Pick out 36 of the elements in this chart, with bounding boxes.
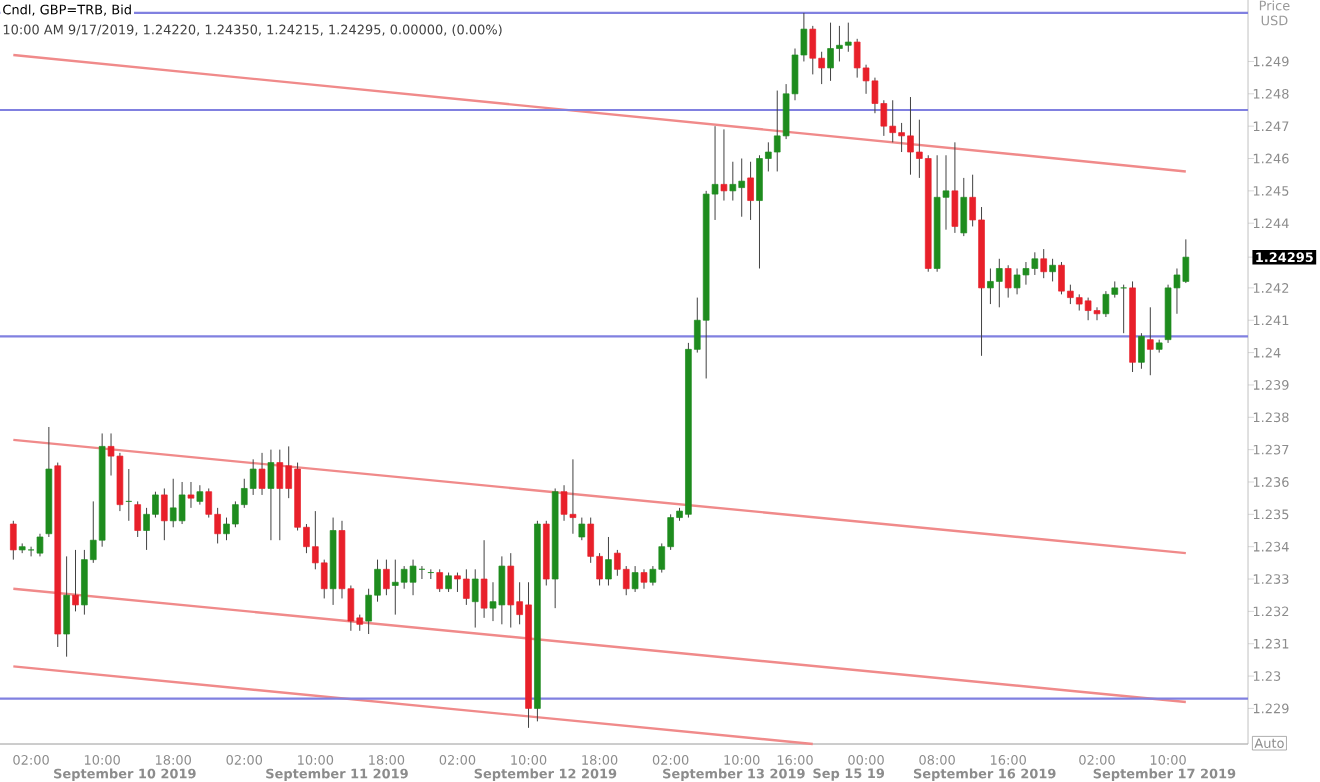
candlestick — [63, 555, 70, 658]
candlestick — [960, 177, 968, 237]
candlestick — [951, 141, 959, 234]
candlestick — [445, 572, 452, 593]
candlestick — [134, 500, 141, 538]
candlestick — [1004, 264, 1012, 299]
candlestick — [276, 449, 284, 541]
candlestick — [605, 536, 612, 586]
candlestick — [640, 568, 648, 590]
candlestick — [471, 568, 479, 629]
candlestick — [187, 481, 195, 509]
candlestick — [1093, 306, 1101, 321]
candlestick — [1049, 258, 1056, 282]
candlestick — [178, 481, 186, 525]
candlestick — [161, 487, 168, 541]
candlestick — [409, 559, 417, 596]
candlestick — [631, 565, 639, 593]
candlestick — [436, 568, 443, 593]
candlestick — [809, 25, 817, 75]
candlestick — [10, 520, 17, 561]
candlestick — [196, 484, 204, 506]
candlestick — [1040, 248, 1047, 279]
candlestick — [267, 449, 275, 541]
candlestick — [720, 128, 728, 202]
candlestick — [1102, 290, 1110, 318]
candlestick — [729, 161, 737, 202]
candlestick — [747, 161, 754, 221]
candlestick — [578, 517, 586, 541]
candlestick — [72, 549, 79, 612]
candlestick — [383, 559, 390, 596]
candlestick — [36, 533, 44, 557]
candlestick — [1147, 306, 1154, 376]
candlestick — [1138, 332, 1145, 370]
candlestick — [507, 552, 515, 629]
candlestick — [258, 452, 266, 496]
candlestick — [480, 539, 488, 619]
